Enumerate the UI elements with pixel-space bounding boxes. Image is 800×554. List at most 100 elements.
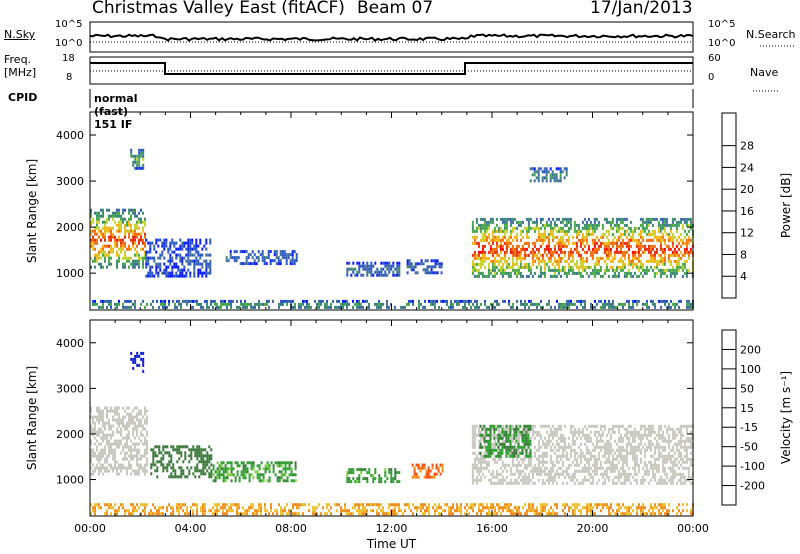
freq-line xyxy=(90,62,693,75)
data-cell xyxy=(547,250,550,254)
data-cell xyxy=(591,424,594,428)
data-cell xyxy=(166,469,169,473)
data-cell xyxy=(637,259,640,263)
data-cell xyxy=(458,299,460,303)
data-cell xyxy=(659,226,662,230)
data-cell xyxy=(581,466,584,470)
data-cell xyxy=(471,451,474,455)
data-cell xyxy=(607,457,610,461)
data-cell xyxy=(605,268,608,272)
data-cell xyxy=(537,250,540,254)
data-cell xyxy=(529,442,532,446)
data-cell xyxy=(178,466,181,470)
data-cell xyxy=(481,436,484,440)
data-cell xyxy=(605,469,608,473)
data-cell xyxy=(358,264,361,268)
data-cell xyxy=(557,244,560,248)
data-cell xyxy=(499,226,502,230)
data-cell xyxy=(541,256,544,260)
data-cell xyxy=(244,302,246,306)
data-cell xyxy=(571,253,574,257)
data-cell xyxy=(562,305,564,309)
data-cell xyxy=(645,463,648,467)
data-cell xyxy=(613,430,616,434)
data-cell xyxy=(90,472,92,476)
data-cell xyxy=(191,241,194,245)
data-cell xyxy=(194,469,197,473)
data-cell xyxy=(553,250,556,254)
data-cell xyxy=(583,463,586,467)
data-cell xyxy=(641,223,644,227)
data-cell xyxy=(688,302,690,306)
data-cell xyxy=(279,259,282,263)
data-cell xyxy=(144,506,146,510)
data-cell xyxy=(124,241,126,245)
data-cell xyxy=(499,259,502,263)
data-cell xyxy=(161,244,164,248)
data-cell xyxy=(621,262,624,266)
data-cell xyxy=(380,477,383,481)
data-cell xyxy=(513,448,516,452)
data-cell xyxy=(144,241,146,245)
data-cell xyxy=(555,173,558,177)
data-cell xyxy=(495,265,498,269)
data-cell xyxy=(515,256,518,260)
data-cell xyxy=(593,244,596,248)
data-cell xyxy=(112,232,114,236)
data-cell xyxy=(631,436,634,440)
data-cell xyxy=(583,454,586,458)
data-cell xyxy=(116,265,118,269)
data-cell xyxy=(633,463,636,467)
data-cell xyxy=(513,262,516,266)
data-cell xyxy=(633,271,636,275)
beam-label: Beam 07 xyxy=(357,0,434,18)
data-cell xyxy=(138,442,140,446)
data-cell xyxy=(601,424,604,428)
data-cell xyxy=(132,454,134,458)
data-cell xyxy=(144,503,146,507)
data-cell xyxy=(607,466,610,470)
data-cell xyxy=(180,302,182,306)
data-cell xyxy=(511,226,514,230)
data-cell xyxy=(244,476,247,480)
data-cell xyxy=(655,259,658,263)
y-tick-label: 1000 xyxy=(56,267,84,280)
data-cell xyxy=(136,424,138,428)
data-cell xyxy=(593,454,596,458)
data-cell xyxy=(334,305,336,309)
data-cell xyxy=(282,473,285,477)
data-cell xyxy=(189,253,192,257)
data-cell xyxy=(639,223,642,227)
data-cell xyxy=(419,469,422,473)
data-cell xyxy=(477,244,480,248)
data-cell xyxy=(633,454,636,458)
data-cell xyxy=(513,442,516,446)
data-cell xyxy=(627,226,630,230)
data-cell xyxy=(639,253,642,257)
data-cell xyxy=(583,457,586,461)
data-cell xyxy=(649,244,652,248)
data-cell xyxy=(605,442,608,446)
data-cell xyxy=(517,472,520,476)
data-cell xyxy=(126,220,128,224)
data-cell xyxy=(509,235,512,239)
data-cell xyxy=(653,265,656,269)
data-cell xyxy=(663,223,666,227)
data-cell xyxy=(509,451,512,455)
data-cell xyxy=(677,241,680,245)
data-cell xyxy=(649,259,652,263)
data-cell xyxy=(419,466,422,470)
data-cell xyxy=(267,250,270,254)
data-cell xyxy=(104,406,106,410)
data-cell xyxy=(673,253,676,257)
data-cell xyxy=(689,442,692,446)
data-cell xyxy=(653,463,656,467)
data-cell xyxy=(593,226,596,230)
data-cell xyxy=(681,268,684,272)
data-cell xyxy=(669,235,672,239)
data-cell xyxy=(505,226,508,230)
data-cell xyxy=(659,427,662,431)
data-cell xyxy=(174,472,177,476)
data-cell xyxy=(657,433,660,437)
data-cell xyxy=(663,217,666,221)
